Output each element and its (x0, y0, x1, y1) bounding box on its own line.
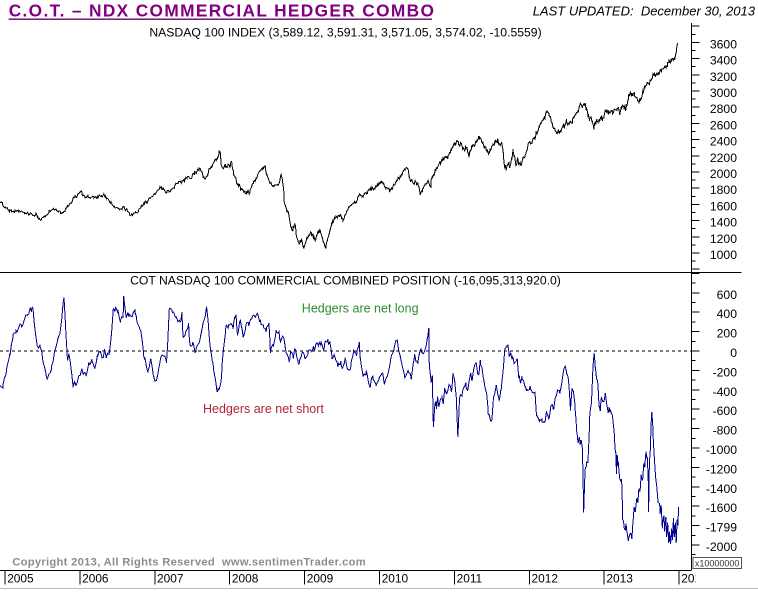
svg-text:3000: 3000 (710, 86, 737, 100)
svg-text:NASDAQ 100 INDEX (3,589.12, 3,: NASDAQ 100 INDEX (3,589.12, 3,591.31, 3,… (149, 26, 541, 40)
svg-text:2007: 2007 (157, 572, 184, 586)
svg-text:-1799: -1799 (706, 521, 737, 535)
svg-text:2005: 2005 (7, 572, 34, 586)
svg-text:2013: 2013 (606, 572, 633, 586)
svg-text:200: 200 (717, 327, 738, 341)
svg-text:Hedgers are net long: Hedgers are net long (302, 301, 419, 315)
svg-text:2011: 2011 (457, 572, 483, 586)
svg-text:2400: 2400 (710, 135, 737, 149)
svg-text:COT NASDAQ 100 COMMERCIAL COMB: COT NASDAQ 100 COMMERCIAL COMBINED POSIT… (130, 274, 561, 288)
svg-text:2000: 2000 (710, 167, 737, 181)
svg-text:2200: 2200 (710, 151, 737, 165)
svg-text:400: 400 (717, 307, 738, 321)
svg-text:-600: -600 (713, 404, 738, 418)
svg-text:C.O.T. – NDX COMMERCIAL HEDGER: C.O.T. – NDX COMMERCIAL HEDGER COMBO (9, 1, 436, 21)
svg-text:2010: 2010 (382, 572, 409, 586)
svg-text:3600: 3600 (710, 37, 737, 51)
svg-text:3200: 3200 (710, 70, 737, 84)
svg-text:-2000: -2000 (706, 540, 737, 554)
svg-text:600: 600 (717, 288, 738, 302)
svg-text:2012: 2012 (532, 572, 559, 586)
svg-text:-1000: -1000 (706, 443, 737, 457)
svg-text:LAST UPDATED: December 30, 20: LAST UPDATED: December 30, 2013 (533, 4, 756, 19)
svg-text:x10000000: x10000000 (695, 558, 740, 568)
svg-text:-200: -200 (713, 365, 738, 379)
svg-text:2009: 2009 (307, 572, 334, 586)
svg-text:1200: 1200 (710, 232, 737, 246)
svg-text:2014: 2014 (681, 572, 708, 586)
svg-text:1000: 1000 (710, 248, 737, 262)
svg-text:-1200: -1200 (706, 462, 737, 476)
svg-text:0: 0 (730, 346, 737, 360)
svg-text:-400: -400 (713, 385, 738, 399)
svg-text:2006: 2006 (82, 572, 109, 586)
svg-text:-800: -800 (713, 424, 738, 438)
svg-text:1400: 1400 (710, 216, 737, 230)
svg-text:-1600: -1600 (706, 501, 737, 515)
svg-text:-1400: -1400 (706, 482, 737, 496)
svg-text:2008: 2008 (232, 572, 259, 586)
svg-text:1600: 1600 (710, 199, 737, 213)
svg-text:Copyright 2013, All Rights Res: Copyright 2013, All Rights Reserved www.… (12, 557, 366, 569)
svg-text:1800: 1800 (710, 183, 737, 197)
svg-text:2600: 2600 (710, 118, 737, 132)
svg-text:Hedgers are net short: Hedgers are net short (203, 402, 324, 416)
svg-text:3400: 3400 (710, 54, 737, 68)
svg-text:2800: 2800 (710, 102, 737, 116)
